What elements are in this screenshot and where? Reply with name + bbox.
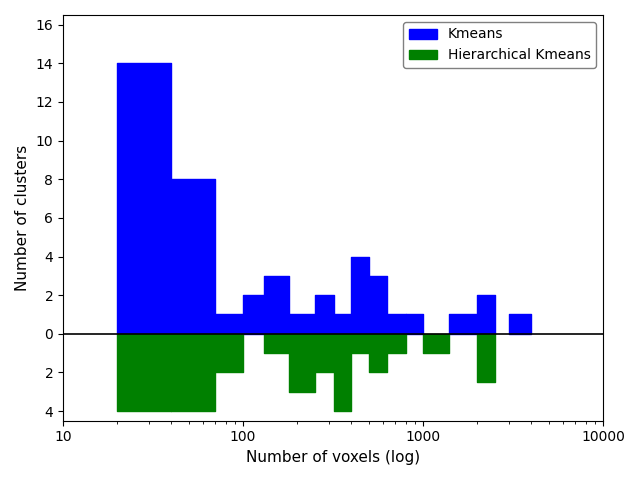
Y-axis label: Number of clusters: Number of clusters <box>15 145 30 291</box>
X-axis label: Number of voxels (log): Number of voxels (log) <box>246 450 420 465</box>
Legend: Kmeans, Hierarchical Kmeans: Kmeans, Hierarchical Kmeans <box>403 22 596 68</box>
